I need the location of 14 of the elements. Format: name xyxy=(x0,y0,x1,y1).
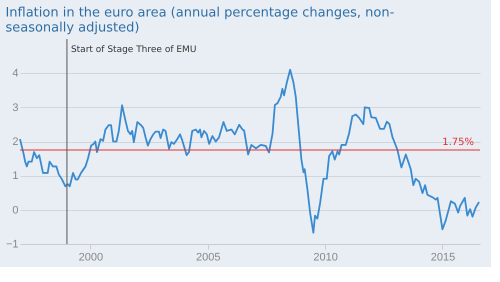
ref-line-label: 1.75% xyxy=(442,137,474,148)
x-tick-label: 2000 xyxy=(78,252,104,264)
y-tick-label: −1 xyxy=(6,238,18,250)
x-tick-label: 2010 xyxy=(313,252,338,264)
y-tick-label: 4 xyxy=(12,68,18,80)
chart-title: Inflation in the euro area (annual percentage changes, non-seasonally adjusted) xyxy=(5,6,395,36)
y-tick-label: 2 xyxy=(12,136,18,148)
x-tick-label: 2015 xyxy=(430,252,456,264)
y-tick-label: 1 xyxy=(12,170,18,182)
x-tick-label: 2005 xyxy=(196,252,220,264)
ref-line-label: Start of Stage Three of EMU xyxy=(70,45,196,55)
y-tick-label: 0 xyxy=(12,204,18,216)
line-series xyxy=(19,68,480,234)
y-tick-label: 3 xyxy=(12,102,18,114)
